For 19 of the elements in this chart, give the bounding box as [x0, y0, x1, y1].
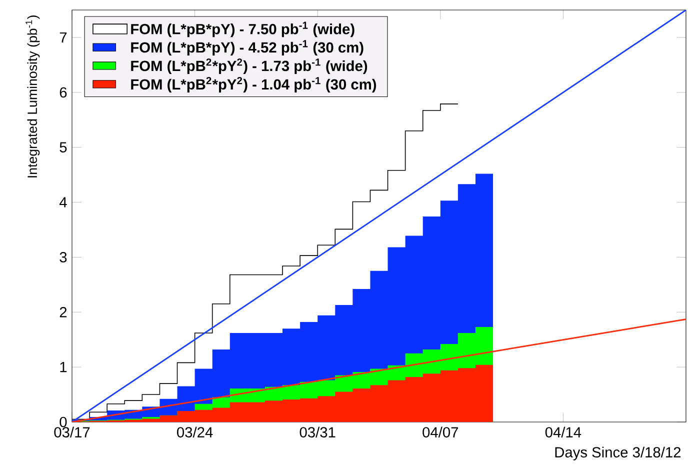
x-tick-label: 03/31 — [300, 426, 336, 438]
legend-label: FOM (L*pB$^{2}$*pY$^{2}$) - 1.73 pb$^{-1}$ (wide) — [131, 58, 368, 74]
y-tick-label: 4 — [59, 197, 67, 208]
y-axis-title: Integrated Luminosity (pb$^{-1}$) — [26, 16, 40, 178]
legend-label: FOM (L*pB*pY) - 4.52 pb$^{-1}$ (30 cm) — [131, 40, 364, 56]
legend-label: FOM (L*pB$^{2}$*pY$^{2}$) - 1.04 pb$^{-1}$ (30 cm) — [131, 77, 376, 93]
y-tick-label: 0 — [60, 416, 67, 428]
legend-label: FOM (L*pB*pY) - 7.50 pb$^{-1}$ (wide) — [131, 22, 354, 38]
x-tick-label: 03/24 — [177, 426, 213, 438]
y-tick-label: 7 — [60, 32, 67, 43]
x-axis-title: Days Since 3/18/12 — [555, 446, 681, 460]
x-tick-label: 04/14 — [545, 426, 582, 438]
x-tick-label: 04/07 — [422, 426, 458, 438]
y-tick-label: 5 — [60, 142, 67, 153]
y-tick-label: 1 — [60, 362, 67, 372]
x-tick-label: 03/17 — [54, 426, 90, 438]
y-tick-label: 3 — [60, 252, 67, 262]
y-tick-label: 6 — [60, 87, 67, 98]
y-tick-label: 2 — [60, 307, 67, 318]
